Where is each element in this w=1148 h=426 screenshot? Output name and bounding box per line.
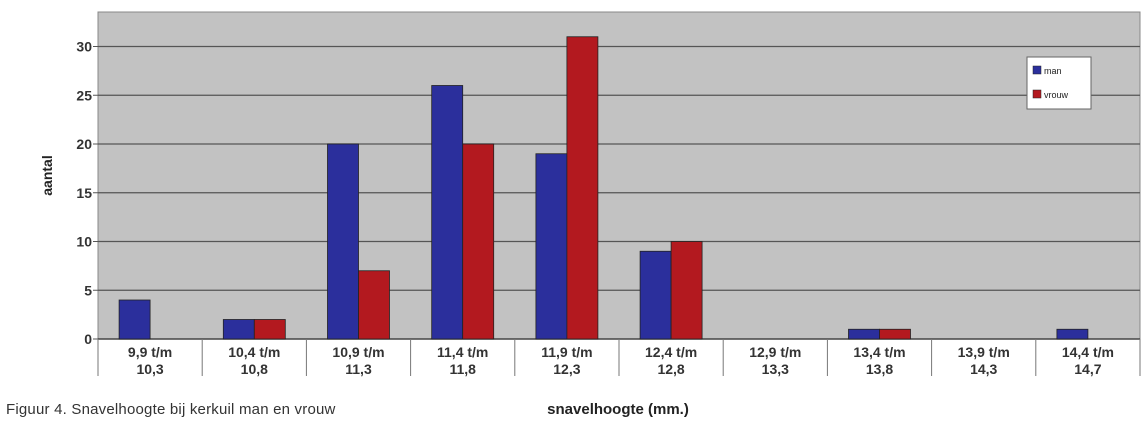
- x-tick-label: 13,9 t/m 14,3: [958, 344, 1010, 377]
- y-tick-label: 25: [76, 87, 92, 103]
- y-tick-label: 30: [76, 39, 92, 55]
- legend-label-man: man: [1044, 66, 1062, 76]
- y-tick-label: 0: [84, 331, 92, 347]
- x-tick-label: 9,9 t/m 10,3: [128, 344, 172, 377]
- legend-swatch-man: [1032, 65, 1042, 75]
- x-tick-label: 12,9 t/m 13,3: [749, 344, 801, 377]
- y-tick-label: 5: [84, 282, 92, 298]
- legend-swatch-vrouw: [1032, 89, 1042, 99]
- x-tick-label: 10,4 t/m 10,8: [228, 344, 280, 377]
- plot-area: [97, 11, 1141, 340]
- bar-vrouw: [253, 319, 286, 340]
- figure-caption: Figuur 4. Snavelhoogte bij kerkuil man e…: [6, 401, 336, 418]
- legend-label-vrouw: vrouw: [1044, 90, 1069, 100]
- x-axis-title: snavelhoogte (mm.): [547, 401, 689, 418]
- y-tick-label: 20: [76, 136, 92, 152]
- bar-man: [327, 143, 359, 340]
- x-tick-label: 11,9 t/m 12,3: [541, 344, 592, 377]
- bar-vrouw: [670, 241, 703, 340]
- x-tick-label: 14,4 t/m 14,7: [1062, 344, 1114, 377]
- bar-man: [848, 328, 880, 340]
- bar-vrouw: [566, 36, 599, 340]
- bar-man: [118, 299, 151, 340]
- y-tick-label: 10: [76, 234, 92, 250]
- x-tick-label: 12,4 t/m 12,8: [645, 344, 697, 377]
- x-tick-label: 13,4 t/m 13,8: [853, 344, 905, 377]
- bar-vrouw: [358, 270, 390, 340]
- bar-man: [431, 85, 464, 340]
- bar-man: [1056, 328, 1089, 340]
- bar-man: [222, 319, 255, 340]
- bar-man: [639, 250, 672, 340]
- y-axis-title: aantal: [39, 155, 55, 195]
- bar-vrouw: [462, 143, 495, 340]
- bar-man: [535, 153, 568, 340]
- legend-box: [1026, 56, 1092, 110]
- x-tick-label: 11,4 t/m 11,8: [437, 344, 488, 377]
- bar-vrouw: [879, 328, 911, 340]
- y-tick-label: 15: [76, 185, 92, 201]
- x-tick-label: 10,9 t/m 11,3: [332, 344, 384, 377]
